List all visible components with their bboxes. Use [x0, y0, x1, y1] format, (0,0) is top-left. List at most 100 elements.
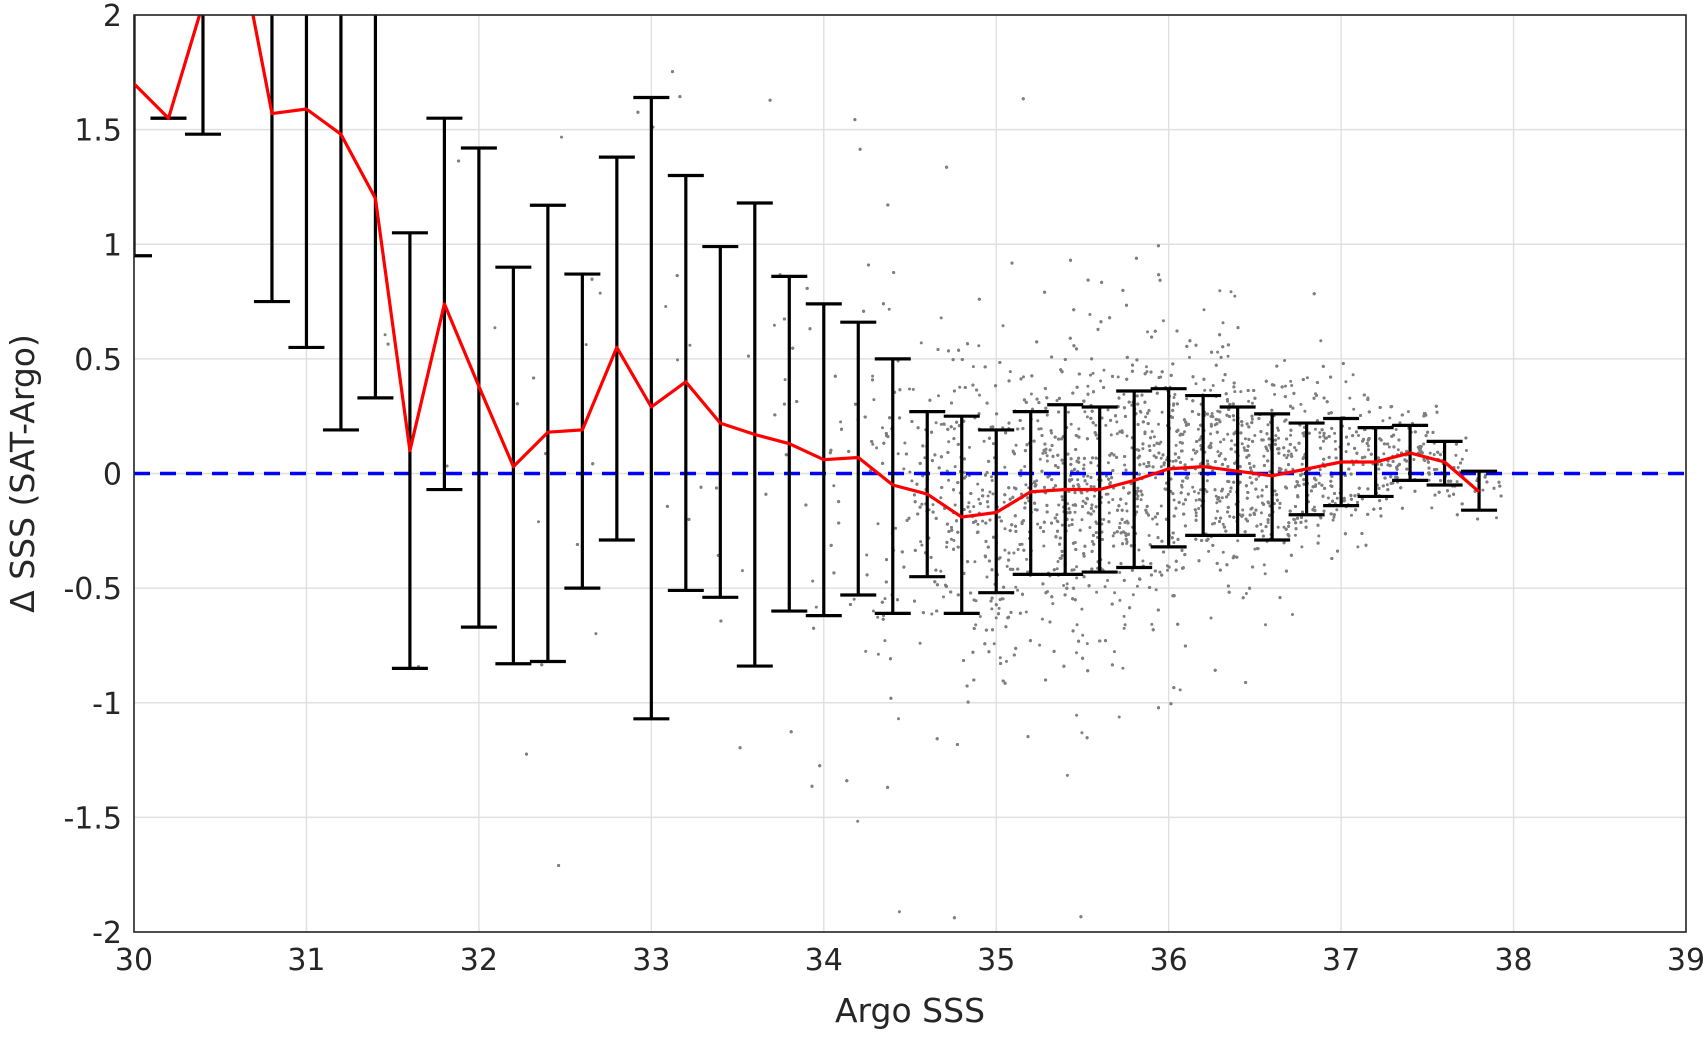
scatter-point	[1075, 385, 1079, 389]
scatter-point	[1427, 466, 1431, 470]
scatter-point	[1259, 511, 1263, 515]
scatter-point	[1144, 365, 1148, 369]
scatter-point	[1072, 344, 1076, 348]
scatter-point	[1102, 368, 1106, 372]
scatter-point	[805, 286, 809, 290]
scatter-point	[1136, 494, 1140, 498]
scatter-point	[1056, 560, 1060, 563]
scatter-point	[1171, 362, 1175, 366]
scatter-point	[1074, 448, 1078, 451]
scatter-point	[457, 159, 461, 163]
scatter-point	[1197, 491, 1201, 495]
scatter-point	[1305, 376, 1309, 380]
scatter-point	[947, 530, 951, 533]
scatter-point	[977, 412, 981, 416]
scatter-point	[884, 432, 888, 435]
scatter-point	[1423, 412, 1427, 416]
scatter-point	[1418, 448, 1422, 452]
scatter-point	[818, 764, 822, 768]
scatter-point	[1136, 505, 1140, 508]
scatter-point	[967, 501, 971, 505]
scatter-point	[493, 326, 497, 330]
scatter-point	[1033, 501, 1037, 505]
scatter-point	[876, 652, 880, 656]
scatter-point	[1361, 463, 1365, 466]
scatter-point	[1253, 547, 1257, 551]
scatter-point	[1253, 434, 1257, 437]
scatter-point	[1284, 527, 1288, 531]
scatter-point	[1205, 479, 1209, 483]
scatter-point	[1336, 549, 1339, 553]
scatter-point	[854, 402, 857, 406]
scatter-point	[1122, 578, 1126, 582]
scatter-point	[940, 486, 944, 489]
scatter-point	[1275, 364, 1279, 368]
scatter-point	[1118, 430, 1122, 434]
scatter-point	[1192, 448, 1196, 452]
scatter-point	[1273, 489, 1277, 493]
scatter-point	[560, 135, 563, 139]
scatter-point	[1233, 390, 1237, 394]
scatter-point	[1342, 496, 1346, 500]
scatter-point	[1216, 509, 1219, 513]
scatter-point	[930, 430, 934, 434]
scatter-point	[1342, 499, 1346, 503]
scatter-point	[1167, 565, 1171, 569]
scatter-point	[1301, 431, 1305, 435]
scatter-point	[1276, 525, 1280, 529]
scatter-point	[1083, 544, 1087, 548]
scatter-point	[1392, 445, 1396, 449]
scatter-point	[1348, 426, 1351, 430]
scatter-point	[972, 505, 976, 509]
scatter-point	[1010, 523, 1014, 527]
scatter-point	[1318, 435, 1322, 439]
scatter-point	[1456, 466, 1460, 469]
scatter-point	[1019, 377, 1023, 381]
scatter-point	[1092, 390, 1095, 394]
scatter-point	[1232, 385, 1236, 389]
scatter-point	[1226, 492, 1230, 496]
scatter-point	[1123, 623, 1127, 627]
scatter-point	[916, 426, 920, 430]
scatter-point	[935, 609, 939, 613]
scatter-point	[1214, 363, 1218, 367]
scatter-point	[1068, 478, 1071, 482]
scatter-point	[1159, 504, 1163, 508]
scatter-point	[1026, 735, 1030, 739]
scatter-point	[1186, 492, 1190, 496]
scatter-point	[1179, 491, 1183, 495]
scatter-point	[1278, 596, 1282, 600]
scatter-point	[1299, 402, 1303, 406]
scatter-point	[1071, 597, 1075, 601]
scatter-point	[1044, 678, 1048, 682]
scatter-point	[1023, 465, 1027, 468]
scatter-point	[1102, 386, 1106, 389]
scatter-point	[1312, 396, 1316, 400]
scatter-point	[1266, 521, 1270, 524]
scatter-point	[1077, 372, 1081, 376]
scatter-point	[852, 597, 856, 601]
scatter-point	[1327, 455, 1331, 459]
scatter-point	[1265, 447, 1268, 450]
scatter-point	[987, 650, 991, 654]
scatter-point	[1136, 402, 1140, 406]
scatter-point	[913, 599, 916, 603]
scatter-point	[1056, 465, 1060, 469]
scatter-point	[888, 416, 892, 420]
scatter-point	[1386, 442, 1390, 446]
scatter-point	[1194, 537, 1198, 541]
scatter-point	[1243, 530, 1247, 534]
scatter-point	[1299, 520, 1303, 524]
scatter-point	[1069, 462, 1073, 466]
scatter-point	[1124, 468, 1128, 472]
scatter-point	[1044, 591, 1048, 595]
scatter-point	[1293, 533, 1297, 537]
scatter-point	[1117, 715, 1121, 719]
scatter-point	[740, 569, 744, 573]
scatter-point	[984, 539, 988, 543]
scatter-point	[1067, 524, 1071, 527]
scatter-point	[1060, 549, 1064, 553]
scatter-point	[1319, 516, 1323, 520]
scatter-point	[1002, 500, 1006, 504]
scatter-point	[1278, 501, 1282, 505]
